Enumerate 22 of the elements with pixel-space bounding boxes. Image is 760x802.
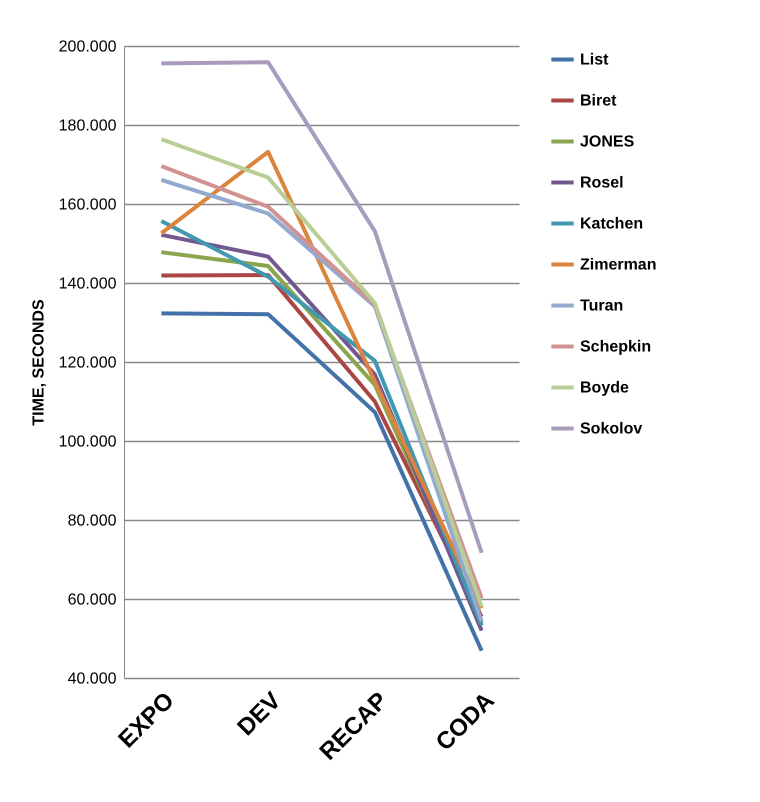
legend-label: Turan — [580, 298, 624, 314]
line-series — [159, 60, 484, 555]
legend-label: Katchen — [580, 216, 644, 232]
line-series — [159, 311, 484, 653]
legend-label: Sokolov — [580, 420, 642, 438]
y-tick-label: 60.000 — [68, 592, 117, 608]
y-tick-label: 80.000 — [68, 512, 117, 530]
y-tick-label: 40.000 — [68, 670, 117, 688]
legend-label: Zimerman — [580, 256, 656, 274]
y-tick-label: 180.000 — [58, 118, 117, 134]
legend-label: Rosel — [580, 174, 624, 192]
legend-label: List — [580, 52, 610, 68]
y-tick-label: 140.000 — [58, 276, 117, 292]
y-tick-label: 160.000 — [58, 196, 117, 214]
y-tick-label: 120.000 — [58, 354, 117, 372]
y-tick-label: 100.000 — [58, 434, 117, 450]
legend-label: JONES — [580, 134, 635, 150]
legend-label: Biret — [580, 92, 618, 110]
y-axis-title: TIME, SECONDS — [30, 299, 48, 426]
y-tick-label: 200.000 — [58, 38, 117, 56]
legend-label: Boyde — [580, 380, 629, 396]
legend-label: Schepkin — [580, 338, 652, 356]
